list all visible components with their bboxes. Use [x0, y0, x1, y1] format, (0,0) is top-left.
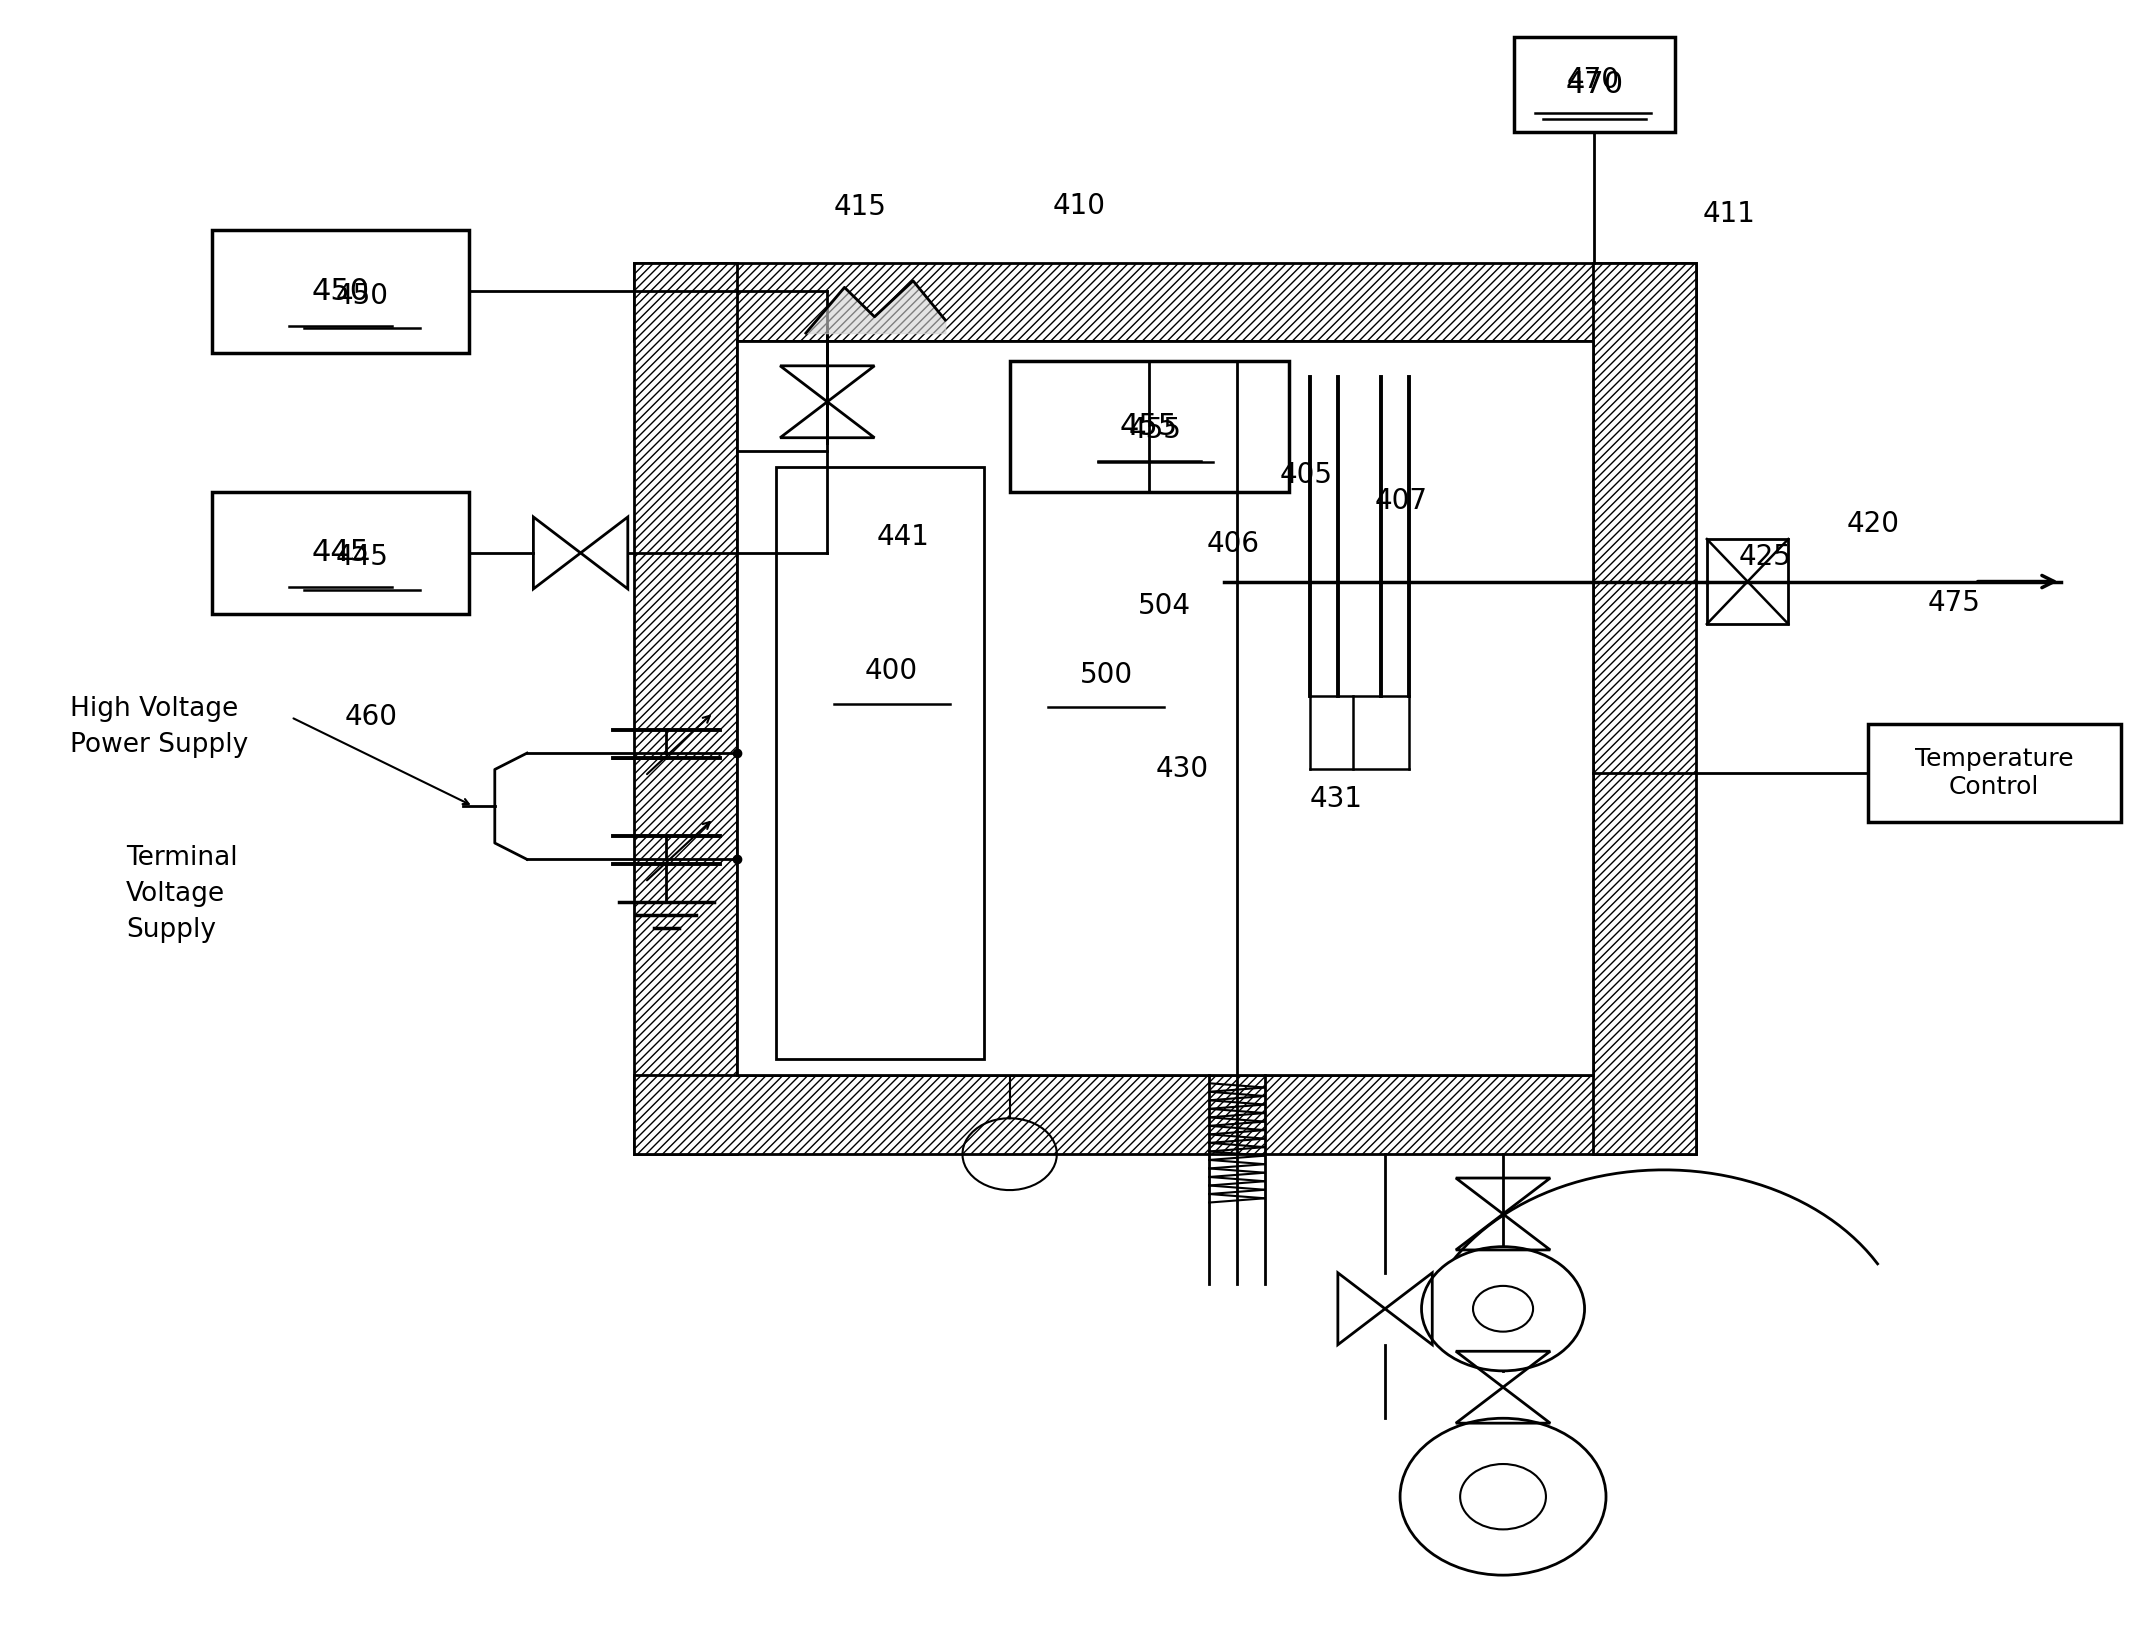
Text: 500: 500 [1080, 661, 1132, 689]
Circle shape [1400, 1418, 1607, 1575]
Text: 455: 455 [1119, 413, 1177, 440]
Bar [1869, 724, 2120, 822]
Text: Voltage: Voltage [127, 881, 226, 907]
Text: 450: 450 [311, 277, 369, 306]
Bar [213, 231, 468, 352]
Text: 441: 441 [876, 524, 930, 552]
Bar [737, 1035, 1224, 1076]
Bar [737, 450, 984, 1076]
Text: 460: 460 [344, 704, 397, 732]
Bar [634, 264, 737, 1154]
Text: 504: 504 [1138, 593, 1192, 620]
Text: 455: 455 [1130, 416, 1181, 444]
Text: Terminal: Terminal [127, 845, 238, 871]
Text: 410: 410 [1053, 192, 1106, 219]
Text: Temperature
Control: Temperature Control [1916, 746, 2073, 799]
Bar [1708, 539, 1789, 624]
Text: 420: 420 [1847, 511, 1899, 539]
Text: 450: 450 [335, 282, 389, 309]
Text: 405: 405 [1280, 462, 1334, 489]
Circle shape [1422, 1247, 1585, 1370]
Text: 470: 470 [1566, 70, 1624, 100]
Bar [1514, 38, 1675, 133]
Bar [737, 340, 1594, 1076]
Text: 475: 475 [1927, 589, 1980, 617]
Bar [1594, 264, 1697, 1154]
Text: 445: 445 [311, 539, 369, 568]
Text: 406: 406 [1207, 530, 1261, 558]
Text: 415: 415 [833, 193, 887, 221]
Bar [737, 340, 1138, 450]
Text: Supply: Supply [127, 917, 215, 943]
Text: 425: 425 [1740, 543, 1791, 571]
Bar [1192, 352, 1224, 704]
Bar [634, 1076, 1697, 1154]
Text: 411: 411 [1703, 200, 1755, 228]
Text: 407: 407 [1375, 488, 1426, 516]
Text: High Voltage: High Voltage [71, 696, 238, 722]
Text: Power Supply: Power Supply [71, 732, 249, 758]
Text: 431: 431 [1310, 784, 1364, 814]
Text: 470: 470 [1566, 65, 1620, 93]
Bar [1138, 340, 1171, 450]
Bar [634, 264, 1697, 340]
Bar [1010, 360, 1289, 491]
Bar [213, 491, 468, 614]
Text: 400: 400 [866, 658, 917, 686]
Bar [775, 467, 984, 1059]
Bar [1138, 450, 1192, 622]
Text: 445: 445 [335, 543, 389, 571]
Text: 430: 430 [1156, 755, 1209, 784]
